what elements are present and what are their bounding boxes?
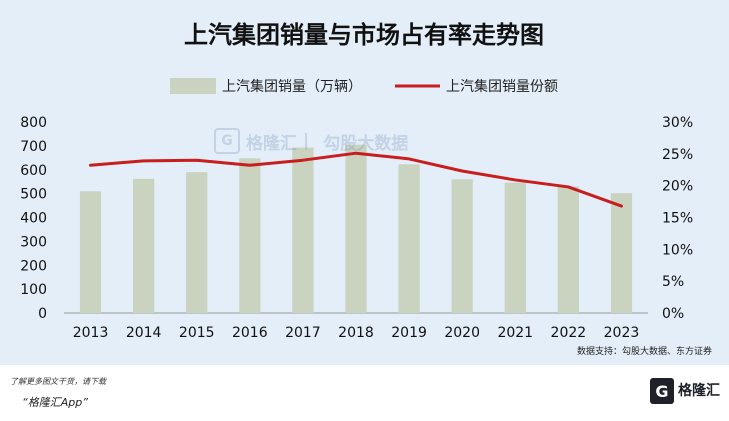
- x-tick-label: 2023: [604, 325, 640, 341]
- y-right-tick-label: 20%: [662, 179, 693, 195]
- legend-bar-swatch: [170, 78, 216, 94]
- y-right-tick-label: 15%: [662, 211, 693, 227]
- source-note: 数据支持：勾股大数据、东方证券: [577, 345, 712, 357]
- bar-2015: [186, 172, 208, 313]
- bar-2021: [504, 182, 526, 313]
- bar-2016: [239, 158, 261, 313]
- chart-title: 上汽集团销量与市场占有率走势图: [184, 21, 544, 49]
- y-left-tick-label: 400: [20, 211, 47, 227]
- watermark: G 格隆汇 | 勾股大数据: [214, 128, 408, 154]
- bar-2014: [133, 178, 155, 313]
- footer-note: 了解更多图文干货，请下载: [10, 377, 106, 386]
- y-axis-left: 0 100 200 300 400 500 600 700 800: [20, 115, 47, 322]
- x-tick-label: 2017: [285, 325, 321, 341]
- y-right-tick-label: 10%: [662, 242, 693, 258]
- share-point-2021: [514, 178, 517, 182]
- y-right-tick-label: 25%: [662, 147, 693, 163]
- line-series: [89, 151, 623, 208]
- share-point-2014: [142, 159, 145, 163]
- bar-2018: [345, 144, 367, 313]
- x-tick-label: 2022: [551, 325, 587, 341]
- x-tick-label: 2015: [179, 325, 215, 341]
- x-tick-label: 2021: [497, 325, 533, 341]
- legend-bar-label: 上汽集团销量（万辆）: [222, 78, 362, 95]
- share-point-2015: [195, 159, 198, 162]
- watermark-divider: |: [303, 131, 310, 151]
- y-left-tick-label: 100: [20, 282, 47, 298]
- x-axis: 2013 2014 2015 2016 2017 2018 2019 2020 2021 2022…: [73, 325, 640, 341]
- y-left-tick-label: 200: [20, 258, 47, 274]
- y-axis-right: 0% 5% 10% 15% 20% 25% 30%: [662, 115, 693, 322]
- footer-logo-icon: G: [650, 378, 674, 404]
- bar-2023: [610, 193, 633, 313]
- watermark-logo-icon: G: [214, 128, 240, 154]
- bar-2022: [557, 186, 579, 313]
- x-tick-label: 2016: [232, 325, 268, 341]
- footer-logo-text: 格隆汇: [678, 383, 720, 399]
- share-point-2019: [407, 157, 411, 161]
- bar-2013: [79, 191, 102, 313]
- share-point-2018: [354, 151, 358, 155]
- share-point-2013: [89, 164, 92, 167]
- x-tick-label: 2018: [338, 325, 374, 341]
- y-left-tick-label: 800: [20, 115, 47, 131]
- x-tick-label: 2020: [444, 325, 480, 341]
- share-point-2023: [620, 204, 623, 208]
- bar-2019: [398, 164, 420, 313]
- watermark-data-brand: 勾股大数据: [323, 133, 409, 154]
- watermark-brand: 格隆汇: [246, 133, 297, 154]
- x-tick-label: 2019: [391, 325, 427, 341]
- y-right-tick-label: 30%: [662, 115, 693, 131]
- footer-bar: [0, 365, 729, 421]
- x-tick-label: 2013: [73, 325, 109, 341]
- share-point-2016: [248, 164, 252, 167]
- share-point-2017: [301, 159, 305, 162]
- y-left-tick-label: 700: [20, 139, 47, 155]
- y-left-tick-label: 0: [38, 306, 47, 322]
- x-tick-label: 2014: [126, 325, 162, 341]
- legend: 上汽集团销量（万辆） 上汽集团销量份额: [170, 78, 558, 95]
- y-left-tick-label: 600: [20, 163, 47, 179]
- footer-app-name: “格隆汇App”: [22, 396, 88, 409]
- legend-line-label: 上汽集团销量份额: [446, 78, 558, 95]
- bar-2020: [451, 179, 473, 313]
- bar-2017: [292, 147, 314, 313]
- y-left-tick-label: 500: [20, 187, 47, 203]
- y-right-tick-label: 0%: [662, 306, 684, 322]
- y-right-tick-label: 5%: [662, 274, 684, 290]
- share-point-2022: [567, 185, 570, 189]
- y-left-tick-label: 300: [20, 234, 47, 250]
- share-point-2020: [460, 169, 464, 173]
- bar-series: [79, 144, 633, 313]
- footer-logo: G 格隆汇: [650, 378, 720, 404]
